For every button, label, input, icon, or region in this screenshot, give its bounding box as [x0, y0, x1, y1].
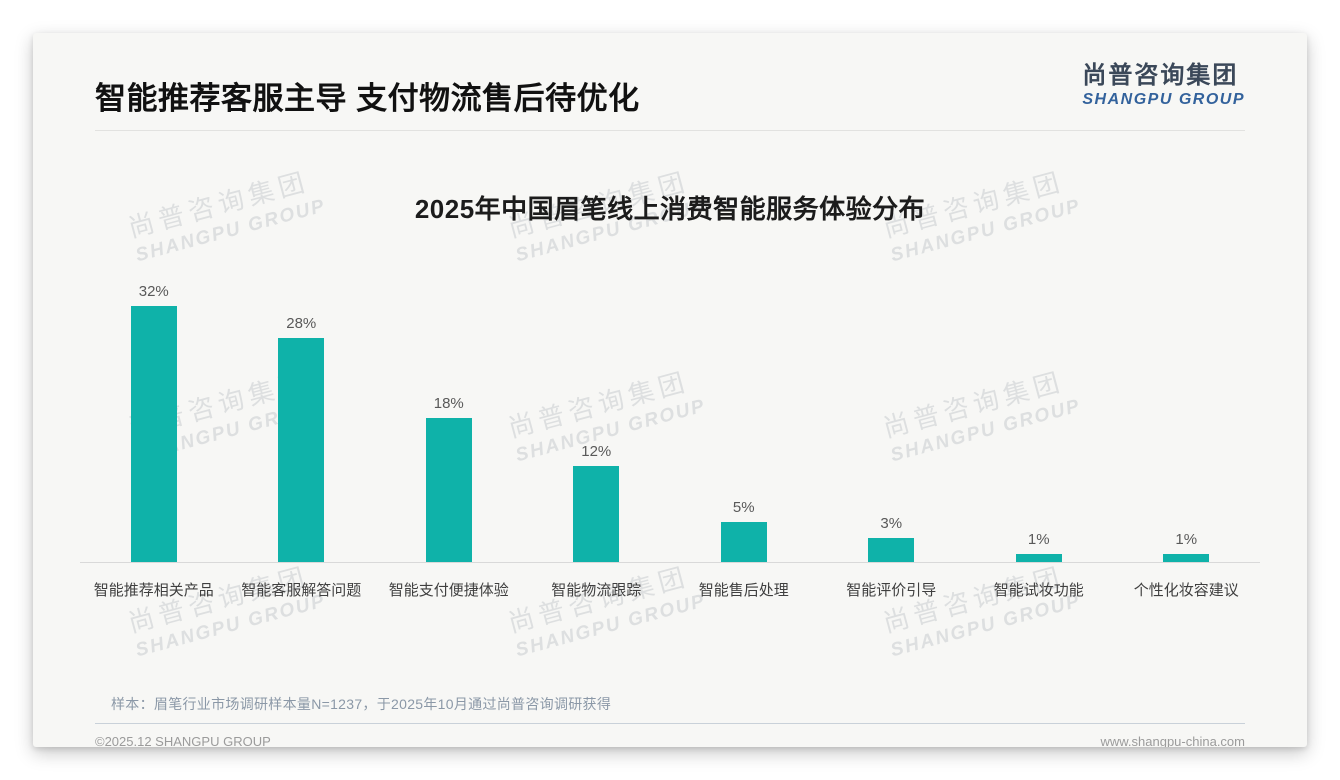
category-label: 个性化妆容建议 [1133, 582, 1239, 599]
sample-note: 样本：眉笔行业市场调研样本量N=1237，于2025年10月通过尚普咨询调研获得 [111, 696, 612, 712]
category-label: 智能试妆功能 [993, 582, 1084, 599]
bar-column: 1% [1113, 281, 1261, 562]
bar [573, 466, 620, 562]
bar-column: 12% [523, 281, 671, 562]
bar-column: 28% [228, 281, 376, 562]
bar-value-label: 5% [732, 499, 755, 516]
category-label: 智能物流跟踪 [551, 582, 642, 599]
bar-column: 3% [818, 281, 966, 562]
bar-value-label: 12% [581, 443, 612, 460]
bar [720, 522, 767, 562]
bar-value-label: 28% [286, 315, 317, 332]
category-label: 智能客服解答问题 [241, 582, 362, 599]
bar-column: 32% [80, 281, 228, 562]
plot-area: 32% 28% 18% 12% 5% 3% 1% 1% [80, 281, 1260, 563]
bar [130, 306, 177, 562]
bar-value-label: 3% [880, 515, 903, 532]
footer-divider [95, 723, 1245, 724]
bar-value-label: 1% [1027, 531, 1050, 548]
bar-column: 18% [375, 281, 523, 562]
bar [868, 538, 915, 562]
headline: 智能推荐客服主导 支付物流售后待优化 [95, 81, 640, 116]
category-label: 智能支付便捷体验 [388, 582, 509, 599]
category-label: 智能评价引导 [846, 582, 937, 599]
header: 智能推荐客服主导 支付物流售后待优化 尚普咨询集团 SHANGPU GROUP [95, 33, 1245, 131]
bar [1015, 554, 1062, 562]
category-axis: 智能推荐相关产品 智能客服解答问题 智能支付便捷体验 智能物流跟踪 智能售后处理 智能评价… [80, 563, 1260, 600]
chart-title: 2025年中国眉笔线上消费智能服务体验分布 [414, 194, 926, 224]
logo-english-name: SHANGPU GROUP [1082, 91, 1245, 108]
bar [1163, 554, 1210, 562]
bar-chart: 32% 28% 18% 12% 5% 3% 1% 1% 智能推荐相关产品 智能客服解答问题 智能支… [80, 281, 1260, 600]
bar-column: 1% [965, 281, 1113, 562]
copyright-text: ©2025.12 SHANGPU GROUP [95, 734, 271, 747]
footer: ©2025.12 SHANGPU GROUP www.shangpu-china… [95, 724, 1245, 747]
bar-value-label: 1% [1175, 531, 1198, 548]
bar [278, 338, 325, 562]
report-card: 尚普咨询集团 SHANGPU GROUP 尚普咨询集团 SHANGPU GROUP 尚普… [33, 33, 1307, 747]
bar-column: 5% [670, 281, 818, 562]
category-label: 智能售后处理 [698, 582, 789, 599]
logo-chinese-name: 尚普咨询集团 [1082, 62, 1239, 89]
bar-value-label: 32% [138, 283, 169, 300]
bar-value-label: 18% [433, 395, 464, 412]
website-text: www.shangpu-china.com [1100, 734, 1245, 747]
company-logo: 尚普咨询集团 SHANGPU GROUP [1082, 55, 1245, 109]
category-label: 智能推荐相关产品 [93, 582, 214, 599]
bar [425, 418, 472, 562]
